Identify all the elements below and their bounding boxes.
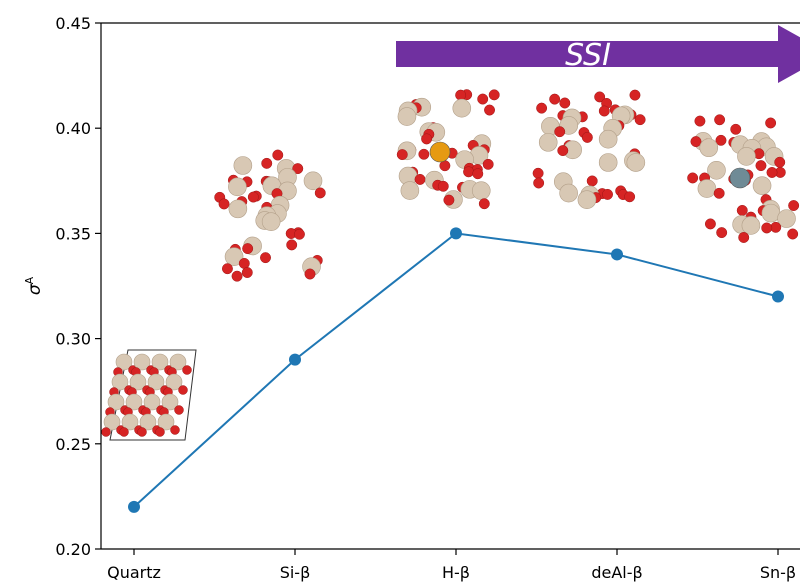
x-tick-label: Si-β [280,563,311,582]
data-point [289,353,301,366]
quartz-structure [101,349,197,441]
y-axis-label: σA [23,276,45,295]
x-tick-label: Quartz [107,563,161,582]
ssi-arrow [396,25,800,83]
y-tick-label: 0.40 [55,119,91,138]
data-point [611,248,623,261]
x-tick-label: Sn-β [760,563,796,582]
y-tick-label: 0.45 [55,14,91,33]
molecule-structure [396,89,500,210]
ssi-arrow-annotation: SSI [396,25,800,83]
y-tick-label: 0.20 [55,540,91,559]
y-tick-label: 0.30 [55,330,91,349]
data-series [128,227,784,513]
molecule-structure [532,89,646,210]
molecule-structure [214,149,326,282]
molecule-insets [101,89,800,441]
y-axis-label-symbol: σ [25,283,45,295]
x-tick-label: deAl-β [591,563,642,582]
ssi-arrow-label: SSI [565,38,611,73]
y-ticks: 0.20 0.25 0.30 0.35 0.40 0.45 [55,14,101,559]
y-axis-label-superscript: A [23,276,36,284]
x-ticks: Quartz Si-β H-β deAl-β Sn-β [107,549,796,582]
y-tick-label: 0.35 [55,224,91,243]
y-tick-label: 0.25 [55,435,91,454]
x-tick-label: H-β [442,563,470,582]
data-point [128,500,140,513]
data-point [450,227,462,240]
series-line [133,232,779,508]
data-point [772,290,784,303]
axes [100,22,800,550]
molecule-structure [687,114,800,243]
